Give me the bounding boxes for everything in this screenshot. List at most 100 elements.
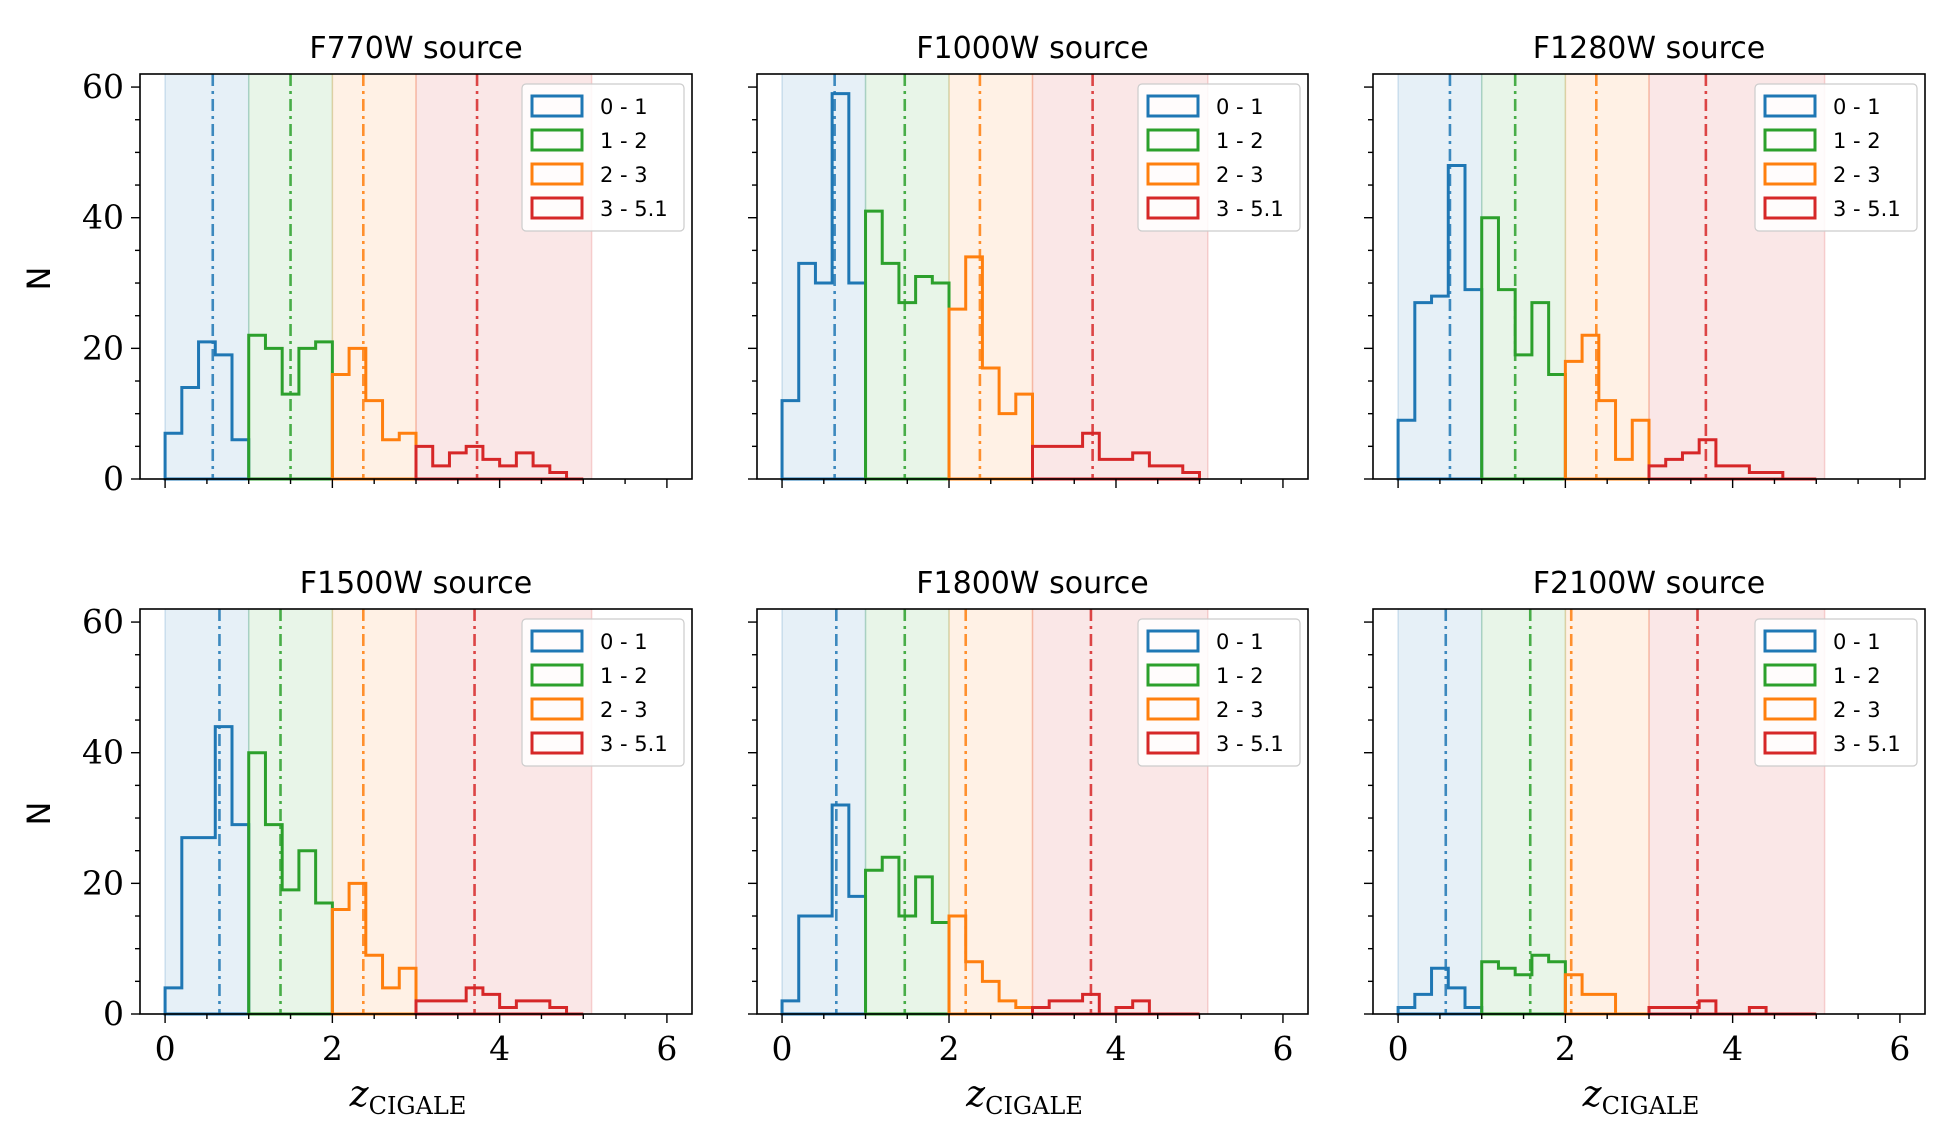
histogram-step-2-3 (947, 255, 1034, 481)
histogram-step-1-2 (1480, 953, 1567, 1016)
legend-swatch (530, 663, 584, 687)
histogram-step-1-2 (247, 751, 334, 1016)
legend-swatch (1146, 162, 1200, 186)
band-shade-1-2 (1481, 609, 1566, 1014)
x-axis-label-subscript: CIGALE (369, 1092, 467, 1120)
legend-swatch (530, 162, 584, 186)
histogram-step-1-2 (247, 333, 334, 481)
panel-title: F1800W source (916, 566, 1148, 601)
legend-label: 0 - 1 (1833, 95, 1881, 119)
legend-label: 1 - 2 (600, 129, 648, 153)
histogram-step-2-3 (1563, 333, 1651, 481)
legend-swatch (1763, 128, 1817, 152)
legend-label: 1 - 2 (600, 664, 648, 688)
band-shade-2-3 (1565, 609, 1649, 1014)
legend-label: 1 - 2 (1833, 129, 1881, 153)
legend-label: 0 - 1 (1216, 95, 1264, 119)
legend-swatch (530, 697, 584, 721)
legend-swatch (1146, 196, 1200, 220)
x-tick-label: 6 (1889, 1029, 1910, 1068)
band-shade-2-3 (1565, 74, 1649, 479)
panel-5: 0 2 4 6 zCIGALE F1800W source 0 - 1 1 - 2 2 - 3 3… (748, 566, 1309, 1120)
x-axis-label: zCIGALE (349, 1074, 467, 1120)
y-tick-label: 20 (82, 863, 124, 902)
x-axis-label: zCIGALE (965, 1074, 1083, 1120)
legend-swatch (530, 196, 584, 220)
legend-label: 2 - 3 (600, 698, 648, 722)
x-tick-label: 0 (155, 1029, 176, 1068)
legend-label: 2 - 3 (1833, 698, 1881, 722)
legend-swatch (1146, 663, 1200, 687)
y-tick-label: 60 (82, 67, 124, 106)
x-axis-label: zCIGALE (1582, 1074, 1700, 1120)
legend-label: 2 - 3 (1216, 698, 1264, 722)
legend-label: 3 - 5.1 (1833, 197, 1901, 221)
band-shade-0-1 (782, 74, 866, 479)
legend-swatch (1146, 629, 1200, 653)
panel-title: F2100W source (1533, 566, 1765, 601)
band-shade-1-2 (1481, 74, 1566, 479)
band-shade-2-3 (332, 74, 416, 479)
panel-title: F1000W source (916, 31, 1148, 66)
x-tick-label: 4 (489, 1029, 510, 1068)
panel-3: F1280W source 0 - 1 1 - 2 2 - 3 3 - 5.1 (1364, 31, 1926, 488)
band-shade-0-1 (1398, 609, 1482, 1014)
legend-box (1754, 618, 1918, 767)
legend-label: 2 - 3 (1833, 163, 1881, 187)
band-shade-0-1 (165, 74, 249, 479)
panel-title: F1500W source (300, 566, 532, 601)
legend-swatch (1763, 663, 1817, 687)
x-axis-label-subscript: CIGALE (985, 1092, 1083, 1120)
legend-label: 3 - 5.1 (1216, 732, 1284, 756)
legend-box (1754, 83, 1918, 232)
legend-swatch (1763, 196, 1817, 220)
legend-label: 1 - 2 (1833, 664, 1881, 688)
legend-swatch (530, 94, 584, 118)
x-tick-label: 4 (1722, 1029, 1743, 1068)
x-axis-label-main: z (965, 1074, 986, 1115)
legend-label: 1 - 2 (1216, 664, 1264, 688)
legend-label: 2 - 3 (1216, 163, 1264, 187)
band-shade-0-1 (782, 609, 866, 1014)
histogram-step-3-5.1 (414, 444, 584, 481)
legend-swatch (1146, 731, 1200, 755)
histogram-step-2-3 (330, 881, 418, 1016)
x-axis-label-subscript: CIGALE (1602, 1092, 1700, 1120)
y-tick-label: 0 (103, 994, 124, 1033)
legend-label: 3 - 5.1 (1216, 197, 1284, 221)
y-tick-label: 0 (103, 459, 124, 498)
legend-label: 3 - 5.1 (600, 197, 668, 221)
band-shade-2-3 (332, 609, 416, 1014)
panel-title: F770W source (309, 31, 522, 66)
legend-label: 0 - 1 (600, 630, 648, 654)
x-tick-label: 0 (772, 1029, 793, 1068)
legend-label: 3 - 5.1 (1833, 732, 1901, 756)
panel-2: F1000W source 0 - 1 1 - 2 2 - 3 3 - 5.1 (748, 31, 1309, 488)
legend-box (1137, 618, 1301, 767)
band-shade-2-3 (949, 74, 1033, 479)
band-shade-0-1 (165, 609, 249, 1014)
legend-swatch (1763, 629, 1817, 653)
x-tick-label: 2 (1555, 1029, 1576, 1068)
panel-6: 0 2 4 6 zCIGALE F2100W source 0 - 1 1 - 2 2 - 3 3… (1364, 566, 1926, 1120)
band-shade-0-1 (1398, 74, 1482, 479)
band-shade-2-3 (949, 609, 1033, 1014)
panel-1: 0 20 40 60 N F770W source 0 - 1 1 - 2 2 - 3 3 - 5… (20, 31, 693, 498)
legend-label: 0 - 1 (1216, 630, 1264, 654)
band-shade-1-2 (865, 609, 950, 1014)
legend-swatch (1146, 94, 1200, 118)
legend-swatch (1146, 128, 1200, 152)
band-shade-1-2 (248, 609, 333, 1014)
y-tick-label: 40 (82, 198, 124, 237)
legend-swatch (1763, 94, 1817, 118)
legend-box (521, 83, 685, 232)
y-tick-label: 40 (82, 733, 124, 772)
y-tick-label: 60 (82, 602, 124, 641)
legend-label: 0 - 1 (600, 95, 648, 119)
legend-box (1137, 83, 1301, 232)
legend-swatch (1763, 731, 1817, 755)
y-axis-label: N (20, 267, 58, 291)
legend-swatch (1146, 697, 1200, 721)
x-tick-label: 4 (1105, 1029, 1126, 1068)
